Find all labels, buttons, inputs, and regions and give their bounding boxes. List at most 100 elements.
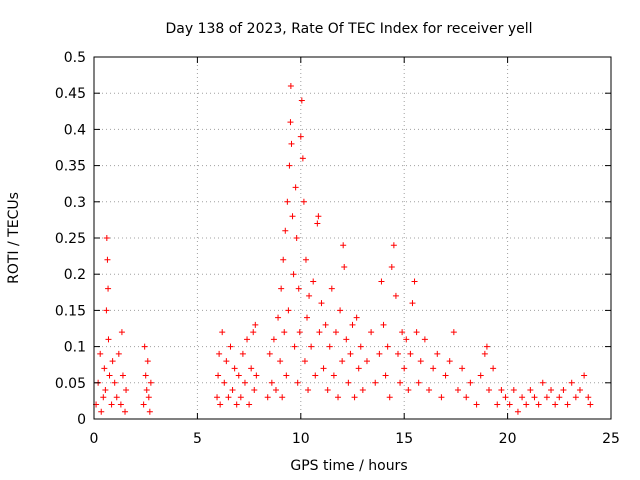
data-point — [278, 285, 285, 292]
data-point — [576, 387, 583, 394]
data-point — [539, 379, 546, 386]
data-point — [215, 372, 222, 379]
data-point — [239, 350, 246, 357]
data-point — [564, 401, 571, 408]
data-point — [288, 140, 295, 147]
y-tick-label: 0.4 — [64, 122, 86, 138]
x-tick-label: 10 — [292, 431, 310, 447]
data-point — [442, 372, 449, 379]
data-point — [380, 321, 387, 328]
data-point — [376, 350, 383, 357]
data-point — [450, 329, 457, 336]
data-point — [233, 401, 240, 408]
data-point — [237, 394, 244, 401]
data-point — [417, 358, 424, 365]
data-point — [355, 365, 362, 372]
data-point — [543, 394, 550, 401]
data-point — [305, 387, 312, 394]
data-point — [401, 365, 408, 372]
data-point — [353, 314, 360, 321]
y-tick-label: 0.45 — [55, 86, 86, 102]
data-point — [304, 314, 311, 321]
data-point — [426, 387, 433, 394]
data-point — [473, 401, 480, 408]
data-point — [340, 242, 347, 249]
data-point — [264, 394, 271, 401]
x-tick-labels: 0 5 10 15 20 25 — [90, 431, 620, 447]
chart-title: Day 138 of 2023, Rate Of TEC Index for r… — [165, 21, 532, 37]
data-point — [141, 343, 148, 350]
data-point — [339, 358, 346, 365]
y-tick-label: 0 — [77, 412, 86, 428]
data-point — [297, 133, 304, 140]
data-point — [434, 350, 441, 357]
data-point — [397, 379, 404, 386]
data-point — [548, 387, 555, 394]
data-point — [363, 358, 370, 365]
data-point — [308, 343, 315, 350]
data-point — [585, 394, 592, 401]
data-point — [454, 387, 461, 394]
data-point — [286, 162, 293, 169]
data-point — [98, 408, 105, 415]
data-point — [105, 336, 112, 343]
data-point — [97, 350, 104, 357]
data-point — [316, 329, 323, 336]
data-point — [280, 256, 287, 263]
data-point — [287, 119, 294, 126]
data-point — [310, 278, 317, 285]
data-point — [556, 394, 563, 401]
data-point — [324, 387, 331, 394]
data-point — [467, 379, 474, 386]
data-point — [101, 365, 108, 372]
data-point — [587, 401, 594, 408]
data-point — [109, 358, 116, 365]
data-point — [527, 387, 534, 394]
data-point — [335, 394, 342, 401]
data-point — [368, 329, 375, 336]
y-tick-label: 0.2 — [64, 267, 86, 283]
data-point — [250, 329, 257, 336]
data-point — [298, 97, 305, 104]
data-point — [409, 300, 416, 307]
data-point — [315, 213, 322, 220]
x-axis-label: GPS time / hours — [290, 458, 407, 474]
y-axis-label: ROTI / TECUs — [6, 192, 22, 284]
data-point — [117, 401, 124, 408]
data-point — [292, 184, 299, 191]
data-point — [118, 329, 125, 336]
data-point — [216, 350, 223, 357]
data-point — [251, 387, 258, 394]
data-point — [102, 387, 109, 394]
axis-ticks — [93, 56, 612, 420]
data-point — [519, 394, 526, 401]
data-point — [337, 307, 344, 314]
data-point — [392, 292, 399, 299]
data-point — [415, 379, 422, 386]
data-point — [399, 329, 406, 336]
data-point — [332, 329, 339, 336]
data-point — [306, 292, 313, 299]
data-point — [372, 379, 379, 386]
data-point — [225, 394, 232, 401]
data-point — [302, 256, 309, 263]
data-point — [463, 394, 470, 401]
data-point — [295, 285, 302, 292]
data-point — [113, 394, 120, 401]
y-tick-label: 0.35 — [55, 159, 86, 175]
data-point — [221, 379, 228, 386]
data-point — [322, 321, 329, 328]
data-point — [357, 343, 364, 350]
data-point — [349, 321, 356, 328]
data-point — [343, 336, 350, 343]
data-point — [359, 387, 366, 394]
y-tick-label: 0.3 — [64, 195, 86, 211]
plot-frame — [93, 56, 612, 420]
data-point — [115, 350, 122, 357]
data-point — [506, 401, 513, 408]
x-tick-label: 0 — [90, 431, 99, 447]
data-point — [145, 394, 152, 401]
data-point — [235, 372, 242, 379]
data-point — [248, 365, 255, 372]
y-tick-label: 0.15 — [55, 303, 86, 319]
